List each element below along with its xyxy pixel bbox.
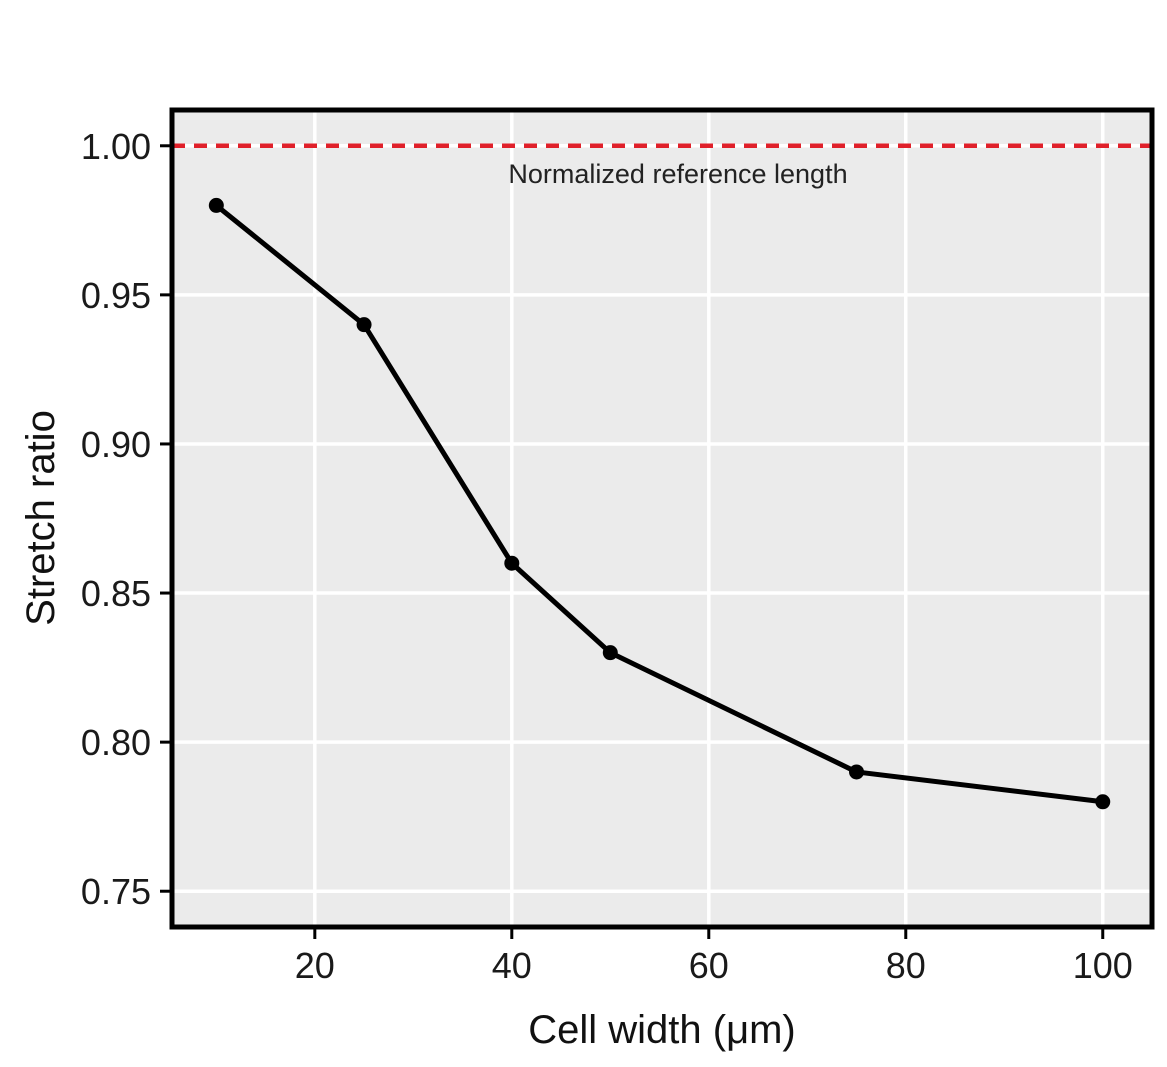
y-tick-label: 0.80	[81, 722, 151, 763]
y-tick-label: 0.75	[81, 871, 151, 912]
reference-layer: Normalized reference length	[172, 143, 1152, 189]
axis-ticks: 20 40 60 80 100 0.75 0.80 0.85 0.90 0.95 1.00	[81, 126, 1133, 986]
data-point	[356, 317, 372, 333]
data-point	[849, 764, 865, 780]
plot-panel	[172, 110, 1152, 927]
data-point	[504, 555, 520, 571]
y-tick-label: 1.00	[81, 126, 151, 167]
data-point	[602, 645, 618, 661]
y-axis-title: Stretch ratio	[19, 410, 63, 626]
x-axis-title: Cell width (μm)	[528, 1008, 796, 1052]
x-tick-label: 80	[886, 945, 926, 986]
series-layer	[208, 197, 1111, 810]
data-point	[1095, 794, 1111, 810]
y-tick-label: 0.90	[81, 424, 151, 465]
x-tick-label: 60	[689, 945, 729, 986]
y-tick-label: 0.95	[81, 275, 151, 316]
plot-border	[169, 107, 1155, 930]
data-point	[208, 197, 224, 213]
x-tick-label: 40	[492, 945, 532, 986]
series-line	[213, 202, 1106, 805]
reference-line-label: Normalized reference length	[508, 159, 847, 189]
x-tick-label: 20	[295, 945, 335, 986]
x-tick-label: 100	[1073, 945, 1133, 986]
y-tick-label: 0.85	[81, 573, 151, 614]
